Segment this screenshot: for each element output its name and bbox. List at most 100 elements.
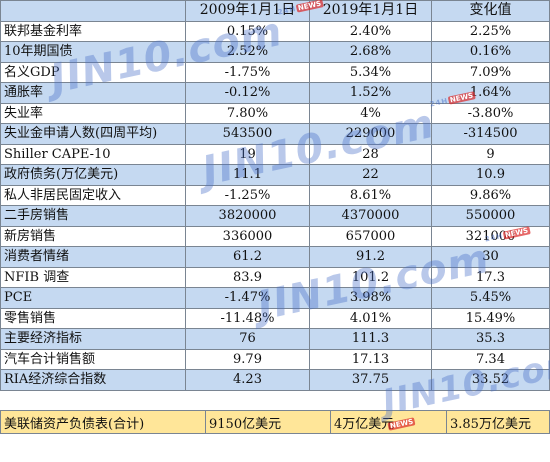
total-change: 3.85万亿美元 (446, 410, 550, 434)
header-2019: 2019年1月1日 (309, 0, 432, 22)
value-2009: 3820000 (185, 205, 310, 227)
table-row: PCE -1.47% 3.98% 5.45% (0, 287, 550, 309)
indicator-label: 零售销售 (0, 307, 186, 329)
value-change: 17.3 (431, 266, 550, 288)
value-2009: 336000 (185, 225, 310, 247)
table-row: 10年期国债 2.52% 2.68% 0.16% (0, 41, 550, 63)
value-change: 0.16% (431, 41, 550, 63)
value-change: -3.80% (431, 102, 550, 124)
value-change: 321000 (431, 225, 550, 247)
value-change: 30 (431, 246, 550, 268)
value-2019: 2.68% (309, 41, 432, 63)
value-2019: 2.40% (309, 20, 432, 42)
value-2009: 11.1 (185, 164, 310, 186)
value-change: 9.86% (431, 184, 550, 206)
header-indicator (0, 0, 186, 22)
table-header-row: 2009年1月1日 2019年1月1日 变化值 (0, 0, 550, 22)
indicator-label: 联邦基金利率 (0, 20, 186, 42)
value-2019: 101.2 (309, 266, 432, 288)
indicator-label: 主要经济指标 (0, 328, 186, 350)
value-2009: -11.48% (185, 307, 310, 329)
value-2019: 8.61% (309, 184, 432, 206)
economic-indicators-table: 2009年1月1日 2019年1月1日 变化值 联邦基金利率 0.15% 2.40%… (0, 0, 550, 391)
indicator-label: 二手房销售 (0, 205, 186, 227)
value-change: -314500 (431, 123, 550, 145)
table-row: 新房销售 336000 657000 321000 (0, 225, 550, 247)
value-change: 1.64% (431, 82, 550, 104)
indicator-label: 失业率 (0, 102, 186, 124)
value-2019: 229000 (309, 123, 432, 145)
header-change: 变化值 (431, 0, 550, 22)
value-change: 15.49% (431, 307, 550, 329)
indicator-label: 汽车合计销售额 (0, 348, 186, 370)
value-2009: -1.47% (185, 287, 310, 309)
table-row: 失业率 7.80% 4% -3.80% (0, 102, 550, 124)
indicator-label: PCE (0, 287, 186, 309)
table-row: 联邦基金利率 0.15% 2.40% 2.25% (0, 20, 550, 42)
table-row: 名义GDP -1.75% 5.34% 7.09% (0, 61, 550, 83)
value-2009: -0.12% (185, 82, 310, 104)
total-2019: 4万亿美元 (330, 410, 447, 434)
value-change: 2.25% (431, 20, 550, 42)
fed-balance-sheet-row: 美联储资产负债表(合计) 9150亿美元 4万亿美元 3.85万亿美元 (0, 410, 550, 434)
value-2009: -1.75% (185, 61, 310, 83)
indicator-label: 新房销售 (0, 225, 186, 247)
table-row: 汽车合计销售额 9.79 17.13 7.34 (0, 348, 550, 370)
indicator-label: 消费者情绪 (0, 246, 186, 268)
table-row: 失业金申请人数(四周平均) 543500 229000 -314500 (0, 123, 550, 145)
value-2019: 4.01% (309, 307, 432, 329)
value-2009: 4.23 (185, 369, 310, 391)
value-change: 33.52 (431, 369, 550, 391)
total-2009: 9150亿美元 (205, 410, 331, 434)
header-2009: 2009年1月1日 (185, 0, 310, 22)
table-row: 主要经济指标 76 111.3 35.3 (0, 328, 550, 350)
value-2009: 83.9 (185, 266, 310, 288)
indicator-label: 失业金申请人数(四周平均) (0, 123, 186, 145)
value-2009: 543500 (185, 123, 310, 145)
value-2019: 28 (309, 143, 432, 165)
value-2019: 1.52% (309, 82, 432, 104)
value-change: 5.45% (431, 287, 550, 309)
value-2009: 19 (185, 143, 310, 165)
value-change: 9 (431, 143, 550, 165)
value-change: 35.3 (431, 328, 550, 350)
value-change: 550000 (431, 205, 550, 227)
table-row: 消费者情绪 61.2 91.2 30 (0, 246, 550, 268)
table-gap (0, 398, 550, 410)
indicator-label: 名义GDP (0, 61, 186, 83)
indicator-label: 通胀率 (0, 82, 186, 104)
indicator-label: 10年期国债 (0, 41, 186, 63)
table-row: 政府债务(万亿美元) 11.1 22 10.9 (0, 164, 550, 186)
value-2019: 37.75 (309, 369, 432, 391)
value-change: 7.34 (431, 348, 550, 370)
indicator-label: 政府债务(万亿美元) (0, 164, 186, 186)
value-change: 10.9 (431, 164, 550, 186)
value-2009: 2.52% (185, 41, 310, 63)
value-2009: 61.2 (185, 246, 310, 268)
total-label: 美联储资产负债表(合计) (0, 410, 206, 434)
value-change: 7.09% (431, 61, 550, 83)
value-2009: 0.15% (185, 20, 310, 42)
table-row: RIA经济综合指数 4.23 37.75 33.52 (0, 369, 550, 391)
value-2019: 657000 (309, 225, 432, 247)
table-row: 零售销售 -11.48% 4.01% 15.49% (0, 307, 550, 329)
table-row: NFIB 调查 83.9 101.2 17.3 (0, 266, 550, 288)
indicator-label: RIA经济综合指数 (0, 369, 186, 391)
value-2019: 111.3 (309, 328, 432, 350)
value-2009: -1.25% (185, 184, 310, 206)
value-2009: 9.79 (185, 348, 310, 370)
table-row: 二手房销售 3820000 4370000 550000 (0, 205, 550, 227)
value-2019: 3.98% (309, 287, 432, 309)
indicator-label: NFIB 调查 (0, 266, 186, 288)
table-row: 私人非居民固定收入 -1.25% 8.61% 9.86% (0, 184, 550, 206)
table-row: 通胀率 -0.12% 1.52% 1.64% (0, 82, 550, 104)
value-2009: 76 (185, 328, 310, 350)
value-2019: 17.13 (309, 348, 432, 370)
value-2019: 22 (309, 164, 432, 186)
value-2009: 7.80% (185, 102, 310, 124)
value-2019: 91.2 (309, 246, 432, 268)
table-row: Shiller CAPE-10 19 28 9 (0, 143, 550, 165)
value-2019: 4% (309, 102, 432, 124)
value-2019: 5.34% (309, 61, 432, 83)
fed-balance-sheet-table: 美联储资产负债表(合计) 9150亿美元 4万亿美元 3.85万亿美元 (0, 410, 550, 434)
